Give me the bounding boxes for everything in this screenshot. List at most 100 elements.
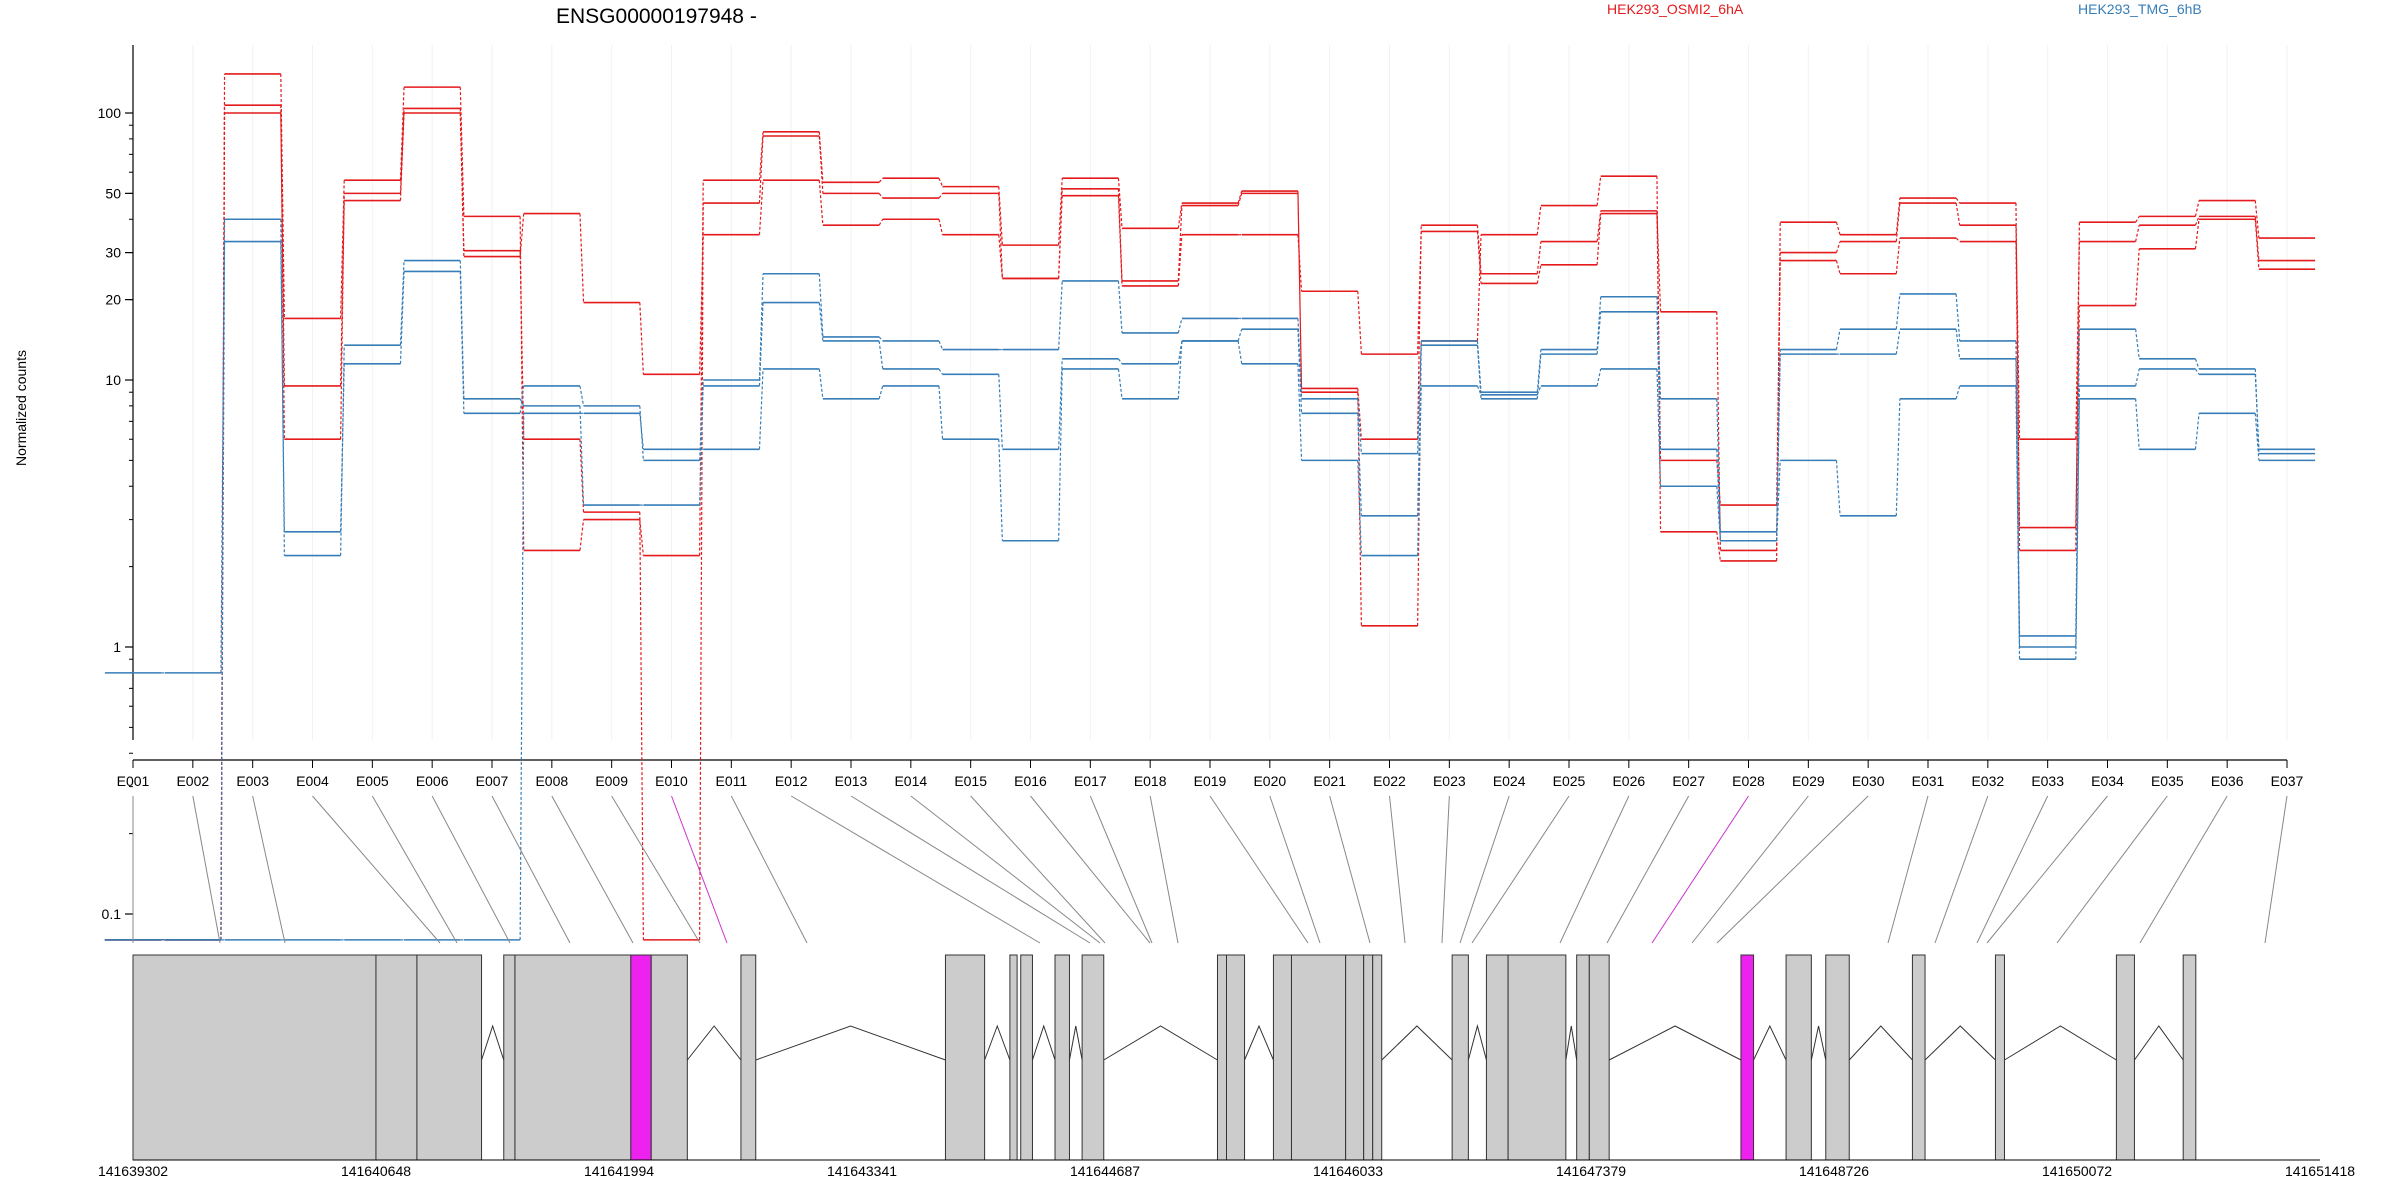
series-connector (938, 177, 944, 187)
series-connector (938, 368, 944, 375)
series-connector (998, 439, 1003, 541)
series-connector (1058, 280, 1063, 350)
series-connector (579, 405, 585, 506)
coord-label: 141640648 (341, 1163, 411, 1179)
exon (1588, 954, 1610, 1161)
exon-connector (910, 795, 1101, 944)
series-connector (758, 131, 764, 181)
series-connector (1716, 486, 1721, 541)
series-connector (1835, 329, 1841, 350)
series-connector (1357, 413, 1362, 516)
exon-connector (1471, 795, 1570, 944)
series-connector (1177, 340, 1183, 399)
exon-connector (1887, 795, 1929, 944)
exon-connector (2139, 795, 2228, 944)
series-lines (104, 73, 2316, 941)
exon-connector-lines (132, 795, 2288, 944)
series-connector (1297, 363, 1303, 461)
coord-label: 141644687 (1070, 1163, 1140, 1179)
x-tick-label: E031 (1912, 773, 1945, 789)
series-connector (878, 336, 884, 342)
exon-connector (252, 795, 286, 944)
series-connector (758, 180, 764, 235)
exon-connector (1976, 795, 2049, 944)
series-connector (1835, 222, 1841, 235)
series-connector (459, 108, 465, 251)
series-connector (340, 363, 345, 532)
intron (2004, 1025, 2117, 1061)
series-connector (1955, 197, 1961, 204)
exon (944, 954, 986, 1161)
exon-connector (1651, 795, 1749, 944)
exon-connector (611, 795, 701, 944)
exon-connector (1459, 795, 1510, 944)
exon-connector (312, 795, 441, 944)
series-connector (1596, 210, 1602, 242)
exon (1994, 954, 2005, 1161)
series-connector (1476, 234, 1482, 342)
series-connector (1776, 354, 1781, 541)
x-tick-label: E012 (775, 773, 808, 789)
series-connector (818, 135, 824, 194)
x-tick-label: E005 (356, 773, 389, 789)
series-connector (1297, 329, 1303, 414)
series-connector (1117, 280, 1123, 334)
exon-connector (1441, 795, 1450, 944)
series-connector (1716, 398, 1721, 532)
series-connector (2194, 413, 2200, 450)
coord-label: 141641994 (584, 1163, 654, 1179)
exon (1451, 954, 1469, 1161)
exon-connector (192, 795, 221, 944)
series-connector (340, 180, 345, 319)
exon (1372, 954, 1383, 1161)
intron (1031, 1024, 1056, 1061)
series-connector (1297, 191, 1303, 393)
series-connector (1596, 176, 1602, 206)
series-connector (399, 271, 405, 364)
x-tick-label: E020 (1253, 773, 1286, 789)
series-connector (519, 413, 525, 940)
exon-connector (1030, 795, 1151, 944)
series-connector (220, 241, 226, 940)
series-connector (2254, 200, 2260, 239)
intron (1753, 1024, 1787, 1061)
series-connector (459, 260, 465, 399)
x-tick-label: E017 (1074, 773, 1107, 789)
coord-label: 141643341 (827, 1163, 897, 1179)
exon (1272, 954, 1292, 1161)
series-connector (1656, 311, 1662, 450)
exon-connector (1089, 795, 1153, 944)
exon-connector (1986, 795, 2108, 944)
series-connector (519, 398, 525, 407)
series-connector (1237, 190, 1243, 204)
series-connector (1895, 293, 1901, 330)
x-tick-label: E003 (236, 773, 269, 789)
series-connector (1177, 340, 1183, 364)
x-tick-label: E034 (2091, 773, 2124, 789)
series-connector (1476, 385, 1482, 396)
series-connector (818, 302, 824, 342)
series-connector (1596, 311, 1602, 355)
series-connector (1417, 345, 1422, 516)
series-connector (1955, 329, 1961, 359)
series-connector (1895, 238, 1901, 274)
series-line (104, 340, 2316, 941)
exon (650, 954, 688, 1161)
series-connector (699, 385, 704, 461)
series-connector (1835, 260, 1841, 274)
intron (755, 1025, 946, 1061)
gridlines (132, 45, 2288, 740)
x-tick-label: E018 (1134, 773, 1167, 789)
series-connector (1357, 392, 1362, 626)
series-connector (878, 218, 884, 226)
series-connector (758, 135, 764, 204)
series-connector (579, 439, 585, 513)
x-tick-label: E014 (894, 773, 927, 789)
series-connector (1117, 368, 1123, 399)
exon (740, 954, 757, 1161)
series-connector (1895, 329, 1901, 355)
series-connector (699, 203, 704, 940)
x-tick-label: E016 (1014, 773, 1047, 789)
exon-connector (551, 795, 634, 944)
series-connector (2135, 368, 2140, 387)
